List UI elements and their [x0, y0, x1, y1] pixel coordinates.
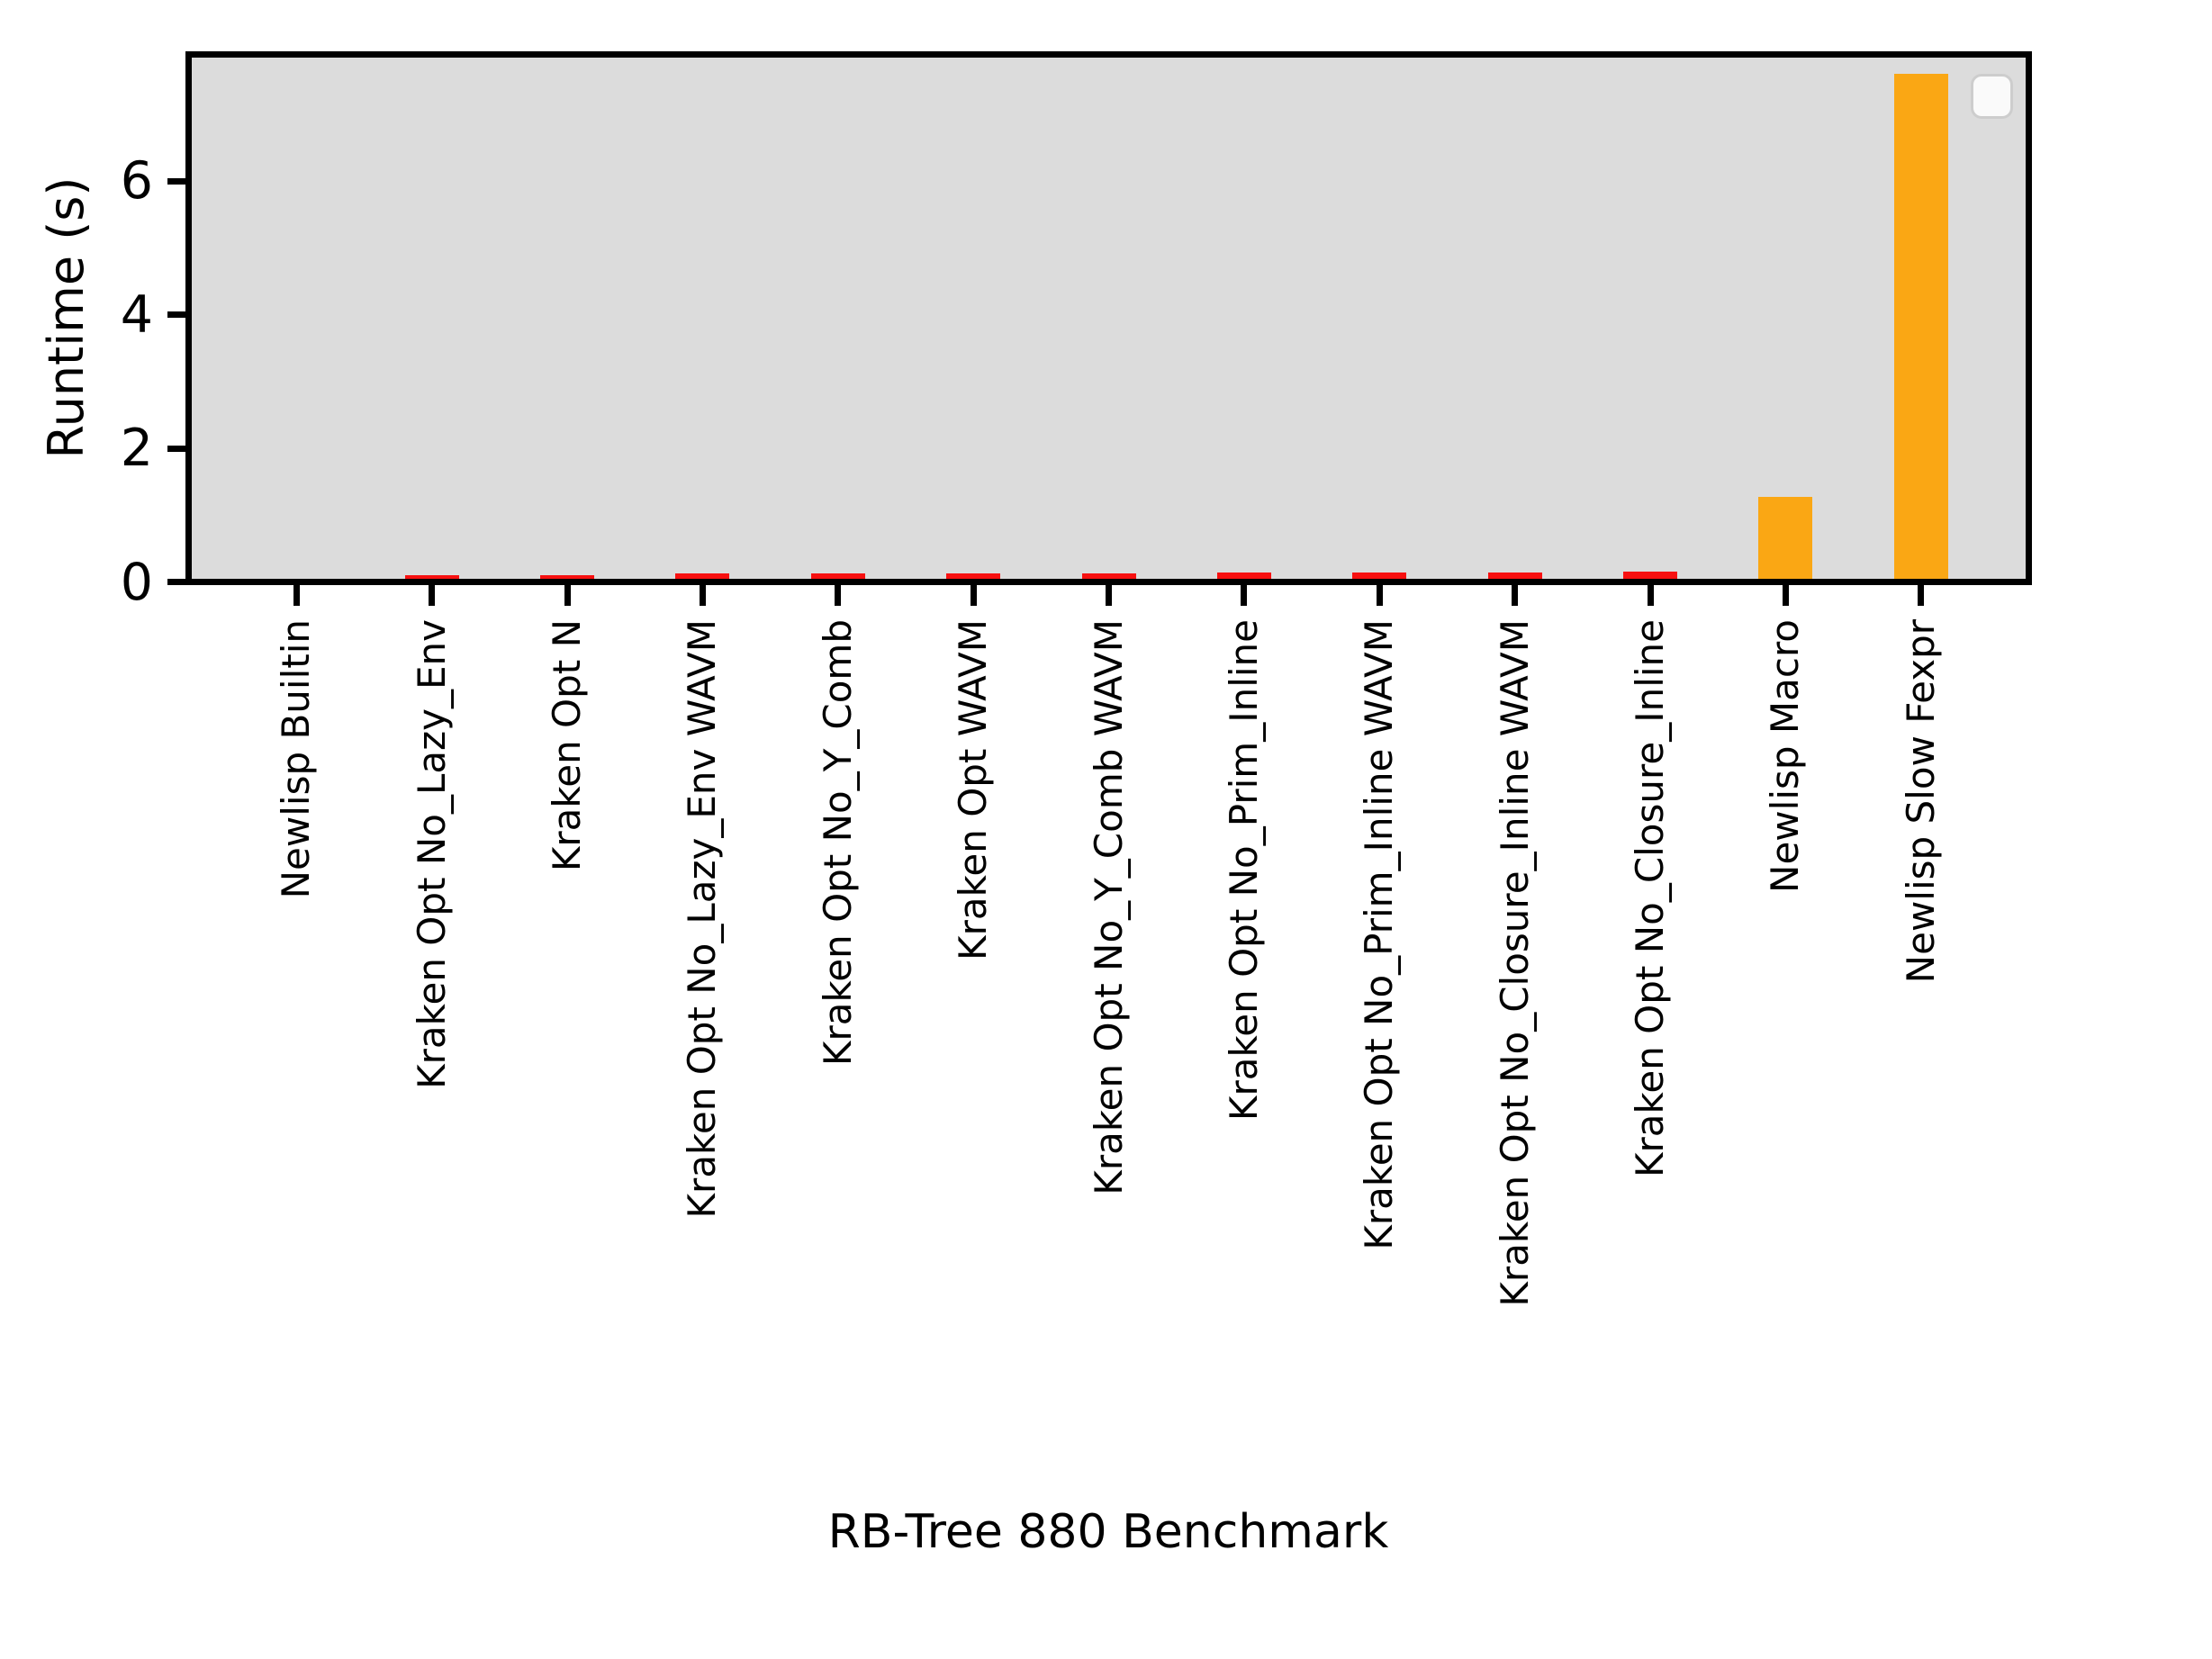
y-tick — [167, 311, 185, 318]
x-tick-label: Newlisp Builtin — [274, 619, 319, 899]
y-tick — [167, 445, 185, 452]
bar-7 — [1216, 573, 1271, 579]
bar-12 — [1893, 74, 1948, 579]
y-tick-label: 6 — [120, 151, 153, 211]
x-tick — [835, 585, 842, 606]
x-tick — [1241, 585, 1248, 606]
bar-9 — [1487, 572, 1542, 579]
x-tick-label: Kraken Opt No_Lazy_Env — [409, 619, 454, 1089]
x-tick-label: Newlisp Slow Fexpr — [1898, 619, 1943, 984]
x-tick — [1106, 585, 1112, 606]
x-tick — [1782, 585, 1789, 606]
y-tick-label: 4 — [120, 284, 153, 345]
x-tick — [970, 585, 977, 606]
x-tick-label: Kraken Opt No_Closure_Inline WAVM — [1492, 619, 1537, 1307]
bar-8 — [1352, 572, 1407, 579]
bar-3 — [675, 573, 730, 579]
x-tick — [699, 585, 706, 606]
y-tick-label: 2 — [120, 419, 153, 478]
x-tick — [564, 585, 571, 606]
y-tick — [167, 177, 185, 185]
y-tick-label: 0 — [120, 552, 153, 612]
x-tick-label: Kraken Opt N — [544, 619, 589, 872]
x-tick — [1647, 585, 1654, 606]
bar-1 — [404, 574, 459, 579]
x-tick — [293, 585, 300, 606]
x-tick-label: Kraken Opt WAVM — [950, 619, 995, 960]
x-tick-label: Newlisp Macro — [1763, 619, 1808, 893]
x-tick-label: Kraken Opt No_Prim_Inline — [1221, 619, 1266, 1122]
x-tick-label: Kraken Opt No_Closure_Inline — [1627, 619, 1672, 1178]
x-tick — [1512, 585, 1519, 606]
x-tick — [1376, 585, 1383, 606]
bar-4 — [810, 573, 865, 579]
x-tick-label: Kraken Opt No_Y_Comb WAVM — [1086, 619, 1131, 1195]
bar-11 — [1758, 496, 1813, 579]
x-tick — [429, 585, 436, 606]
x-tick — [1918, 585, 1925, 606]
bar-6 — [1081, 573, 1136, 579]
x-tick-label: Kraken Opt No_Lazy_Env WAVM — [680, 619, 725, 1219]
bar-10 — [1623, 571, 1677, 579]
y-tick — [167, 579, 185, 585]
legend-box — [1971, 74, 2013, 119]
x-axis-label: RB-Tree 880 Benchmark — [827, 1505, 1389, 1559]
plot-area — [185, 51, 2032, 585]
x-tick-label: Kraken Opt No_Y_Comb — [815, 619, 860, 1067]
bar-2 — [540, 574, 594, 579]
bar-5 — [946, 573, 1001, 579]
x-tick-label: Kraken Opt No_Prim_Inline WAVM — [1357, 619, 1402, 1250]
